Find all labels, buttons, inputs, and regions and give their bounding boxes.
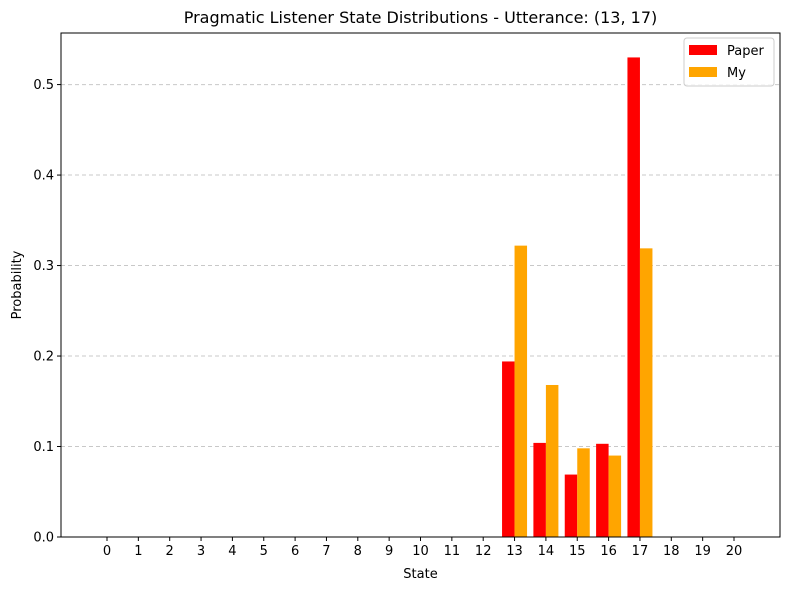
x-tick-label: 2 xyxy=(166,544,174,559)
bar-my-13 xyxy=(514,245,528,537)
bar-paper-13 xyxy=(502,361,515,537)
y-tick-label: 0.3 xyxy=(33,259,54,274)
x-tick-label: 13 xyxy=(506,544,523,559)
x-tick-label: 16 xyxy=(600,544,617,559)
x-tick-label: 4 xyxy=(228,544,236,559)
x-tick-label: 17 xyxy=(632,544,649,559)
x-tick-label: 9 xyxy=(385,544,393,559)
x-tick-label: 0 xyxy=(103,544,111,559)
y-axis-ticks: 0.0 0.1 0.2 0.3 0.4 0.5 xyxy=(33,78,61,546)
x-tick-label: 8 xyxy=(354,544,362,559)
bar-my-17 xyxy=(639,248,653,537)
y-tick-label: 0.4 xyxy=(33,169,54,184)
bar-my-15 xyxy=(577,448,590,537)
x-tick-label: 11 xyxy=(444,544,461,559)
x-tick-label: 14 xyxy=(538,544,555,559)
bar-paper-14 xyxy=(533,442,546,537)
x-tick-label: 1 xyxy=(134,544,142,559)
legend-swatch-my xyxy=(689,67,717,77)
legend-swatch-paper xyxy=(689,45,717,55)
x-tick-label: 15 xyxy=(569,544,586,559)
legend-label-my: My xyxy=(727,66,746,81)
y-tick-label: 0.0 xyxy=(33,531,54,546)
bars xyxy=(502,57,653,538)
x-tick-label: 6 xyxy=(291,544,299,559)
x-tick-label: 10 xyxy=(412,544,429,559)
x-axis-title: State xyxy=(403,567,437,582)
y-tick-label: 0.1 xyxy=(33,440,54,455)
y-axis-title: Probability xyxy=(10,250,25,319)
x-axis-ticks: 0 1 2 3 4 5 6 7 8 9 10 11 12 13 14 15 16 17 18 19 20 xyxy=(103,537,742,559)
bar-paper-15 xyxy=(564,474,578,537)
y-tick-label: 0.5 xyxy=(33,78,54,93)
x-tick-label: 18 xyxy=(663,544,680,559)
x-tick-label: 3 xyxy=(197,544,205,559)
x-tick-label: 12 xyxy=(475,544,492,559)
grid-lines xyxy=(61,84,780,448)
x-tick-label: 20 xyxy=(726,544,743,559)
bar-my-14 xyxy=(545,384,559,537)
plot-frame xyxy=(60,32,781,538)
y-tick-label: 0.2 xyxy=(33,350,54,365)
x-tick-label: 19 xyxy=(694,544,711,559)
chart-title: Pragmatic Listener State Distributions -… xyxy=(184,8,658,27)
x-tick-label: 5 xyxy=(260,544,268,559)
bar-paper-16 xyxy=(596,443,609,537)
bar-paper-17 xyxy=(627,57,640,538)
legend: Paper My xyxy=(683,37,775,87)
legend-label-paper: Paper xyxy=(727,44,764,59)
x-tick-label: 7 xyxy=(322,544,330,559)
bar-my-16 xyxy=(608,455,622,537)
